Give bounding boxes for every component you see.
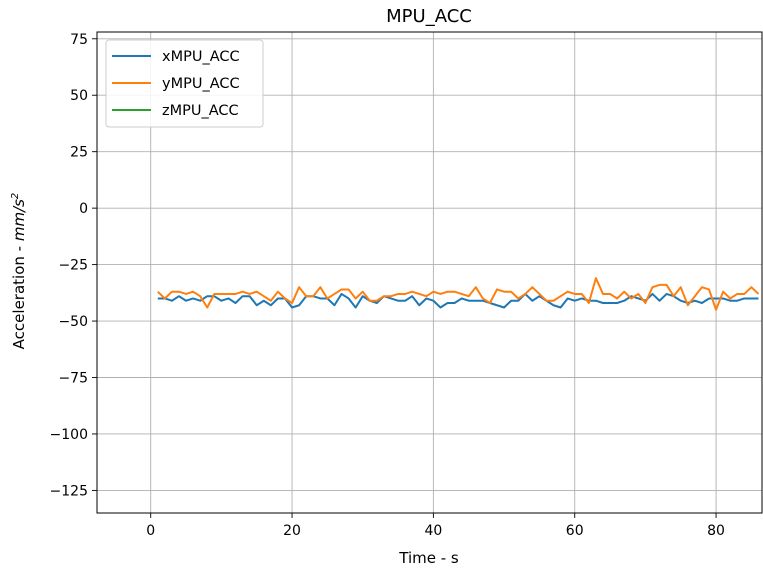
y-tick-label: −25 bbox=[58, 258, 88, 274]
x-tick-label: 20 bbox=[283, 523, 301, 539]
x-tick-label: 60 bbox=[566, 523, 584, 539]
x-tick-label: 0 bbox=[146, 523, 155, 539]
x-axis-label: Time - s bbox=[398, 549, 459, 567]
y-tick-label: 0 bbox=[79, 201, 88, 217]
tick-layer: 0 20 40 60 80 75 50 25 0 −25 −50 −75 −100 −125 bbox=[50, 32, 725, 539]
x-tick-label: 40 bbox=[424, 523, 442, 539]
legend-box bbox=[105, 39, 264, 128]
series-layer bbox=[157, 277, 760, 311]
y-tick-label: 50 bbox=[70, 88, 88, 104]
legend-label: xMPU_ACC bbox=[162, 49, 240, 65]
y-tick-label: −100 bbox=[50, 427, 88, 443]
series-line-xmpu-acc bbox=[157, 292, 759, 309]
y-tick-label: 25 bbox=[70, 145, 88, 161]
legend-label: zMPU_ACC bbox=[162, 103, 239, 119]
y-tick-label: −125 bbox=[50, 483, 88, 499]
legend: xMPU_ACC yMPU_ACC zMPU_ACC bbox=[105, 39, 264, 128]
x-tick-label: 80 bbox=[707, 523, 725, 539]
y-axis-label-prefix: Acceleration - bbox=[10, 241, 28, 349]
y-tick-label: 75 bbox=[70, 32, 88, 48]
grid-layer bbox=[97, 32, 762, 513]
legend-label: yMPU_ACC bbox=[162, 76, 240, 92]
y-axis-label-unit: mm/s bbox=[10, 199, 28, 241]
y-tick-label: −50 bbox=[58, 314, 88, 330]
y-axis-label: Acceleration - mm/s2 bbox=[10, 193, 28, 350]
y-tick-label: −75 bbox=[58, 371, 88, 387]
chart-title: MPU_ACC bbox=[386, 6, 472, 27]
y-axis-label-unit-exponent: 2 bbox=[10, 193, 21, 199]
series-line-ympu-acc bbox=[157, 277, 760, 311]
plot-frame bbox=[96, 31, 763, 514]
